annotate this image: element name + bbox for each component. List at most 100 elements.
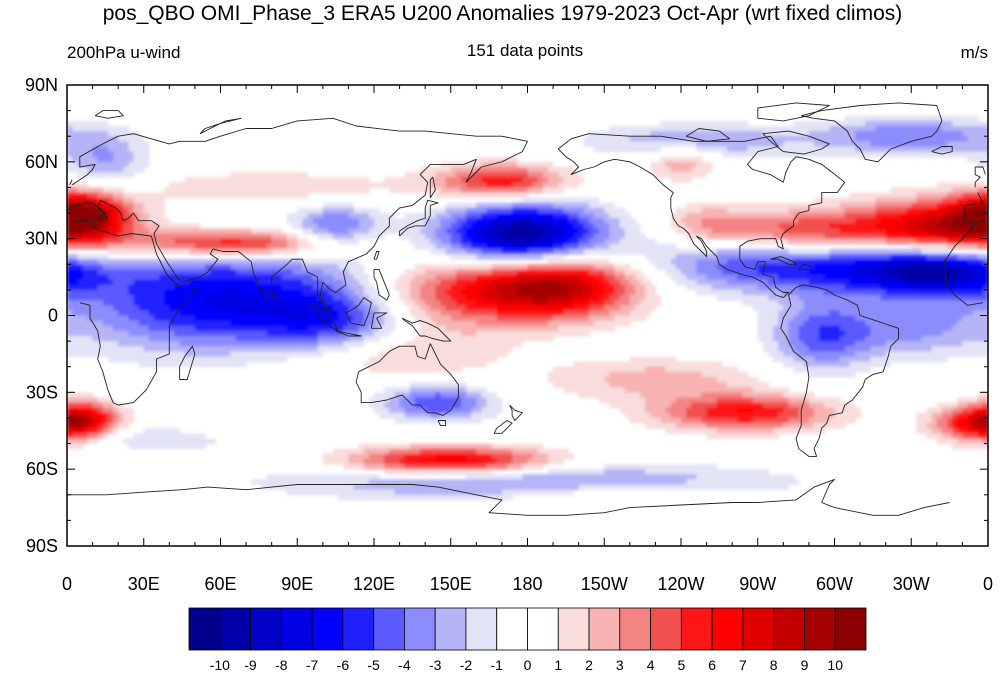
field-cell (466, 274, 472, 281)
field-cell (292, 295, 298, 301)
field-cell (251, 243, 257, 250)
field-cell (184, 238, 191, 245)
field-cell (113, 125, 119, 132)
field-cell (471, 177, 477, 183)
field-cell (460, 269, 467, 276)
field-cell (496, 228, 503, 235)
field-cell (921, 120, 928, 127)
field-cell (844, 197, 851, 204)
field-cell (854, 202, 861, 209)
field-cell (568, 243, 575, 250)
field-cell (527, 310, 534, 317)
field-cell (87, 238, 94, 245)
field-cell (374, 218, 380, 224)
field-cell (752, 202, 759, 209)
field-cell (522, 264, 529, 270)
field-cell (368, 289, 375, 296)
field-cell (153, 295, 160, 301)
field-cell (696, 254, 703, 260)
field-cell (977, 223, 984, 230)
field-cell (911, 202, 917, 209)
field-cell (322, 295, 329, 301)
field-cell (164, 223, 170, 230)
field-cell (491, 315, 498, 322)
field-cell (169, 187, 176, 194)
field-cell (829, 300, 836, 306)
field-cell (583, 295, 590, 301)
field-cell (952, 182, 958, 189)
field-cell (732, 295, 738, 301)
field-cell (911, 197, 917, 204)
field-cell (952, 218, 958, 224)
field-cell (527, 315, 534, 322)
field-cell (568, 202, 575, 209)
field-cell (558, 320, 564, 327)
field-cell (865, 136, 871, 142)
field-cell (972, 269, 979, 276)
field-cell (440, 264, 447, 270)
field-cell (471, 233, 477, 240)
field-cell (829, 218, 836, 224)
field-cell (501, 295, 508, 301)
field-cell (870, 300, 877, 306)
field-cell (947, 125, 953, 132)
field-cell (363, 233, 370, 240)
field-cell (885, 218, 892, 224)
field-cell (251, 269, 257, 276)
field-cell (578, 243, 585, 250)
field-cell (614, 233, 621, 240)
field-cell (901, 131, 907, 137)
field-cell (210, 182, 216, 189)
field-cell (358, 315, 365, 322)
field-cell (527, 223, 534, 230)
field-cell (957, 315, 964, 322)
field-cell (890, 213, 897, 219)
field-cell (425, 315, 431, 322)
field-cell (609, 243, 616, 250)
field-cell (916, 269, 923, 276)
field-cell (312, 284, 319, 291)
field-cell (814, 269, 820, 276)
field-cell (594, 325, 600, 332)
field-cell (931, 264, 938, 270)
field-cell (793, 320, 800, 327)
field-cell (297, 177, 303, 183)
field-cell (645, 254, 651, 260)
field-cell (762, 248, 769, 255)
field-cell (471, 254, 477, 260)
field-cell (568, 238, 575, 245)
field-cell (517, 223, 523, 230)
field-cell (578, 233, 585, 240)
field-cell (558, 182, 564, 189)
field-cell (77, 192, 83, 199)
field-cell (205, 233, 211, 240)
field-cell (486, 289, 493, 296)
field-cell (814, 141, 820, 148)
field-cell (77, 320, 83, 327)
field-cell (660, 254, 667, 260)
field-cell (343, 269, 350, 276)
field-cell (773, 202, 779, 209)
field-cell (634, 141, 641, 148)
field-cell (558, 213, 564, 219)
field-cell (414, 187, 421, 194)
field-cell (972, 300, 979, 306)
field-cell (348, 284, 355, 291)
field-cell (281, 279, 288, 286)
field-cell (532, 202, 539, 209)
field-cell (583, 269, 590, 276)
field-cell (363, 223, 370, 230)
field-cell (466, 289, 472, 296)
field-cell (875, 197, 882, 204)
field-cell (629, 248, 636, 255)
field-cell (404, 187, 411, 194)
field-cell (594, 274, 600, 281)
field-cell (906, 213, 912, 219)
field-cell (287, 177, 293, 183)
field-cell (169, 243, 176, 250)
field-cell (113, 151, 119, 158)
field-cell (732, 259, 738, 265)
field-cell (235, 325, 242, 332)
field-cell (926, 151, 933, 158)
field-cell (865, 269, 871, 276)
